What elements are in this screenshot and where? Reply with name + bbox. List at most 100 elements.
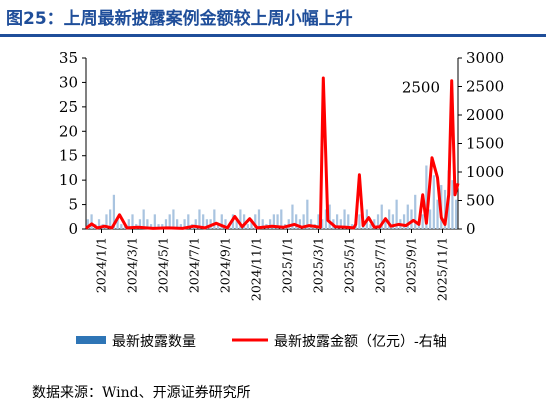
x-tick-label: 2024/9/1 [218, 237, 233, 293]
y-left-tick-label: 10 [59, 171, 78, 189]
x-tick-label: 2024/11/1 [249, 237, 264, 301]
count-bar [261, 219, 264, 229]
y-right-tick-label: 1000 [466, 163, 504, 181]
y-right-tick-label: 2500 [466, 78, 504, 96]
count-bar [384, 219, 387, 229]
count-bar [406, 204, 409, 229]
x-tick-label: 2025/1/1 [280, 237, 295, 293]
count-bar [153, 214, 156, 229]
count-bar [455, 199, 458, 229]
y-left-tick-label: 35 [59, 49, 78, 67]
legend: 最新披露数量 最新披露金额（亿元）-右轴 [76, 334, 447, 350]
tick-labels: 0 5 10 15 20 25 30 35 0 500 1000 1500 2000 2500 3000 20… [59, 49, 504, 301]
count-bar [295, 214, 298, 229]
count-bar [161, 224, 164, 229]
count-bar [246, 224, 249, 229]
annotation-2500: 2500 [402, 79, 440, 97]
count-bar [402, 214, 406, 229]
count-bar [179, 224, 182, 229]
count-bar [428, 209, 432, 229]
x-tick-label: 2024/1/1 [94, 237, 109, 293]
count-bar [369, 224, 372, 229]
amount-line [85, 76, 460, 230]
figure-title: 图25：上周最新披露案例金额较上周小幅上升 [6, 9, 353, 29]
count-bar [388, 209, 391, 229]
count-bar [287, 219, 290, 229]
legend-label-amount: 最新披露金额（亿元）-右轴 [274, 334, 447, 350]
y-right-tick-label: 3000 [466, 49, 504, 67]
count-bar [324, 209, 328, 229]
legend-swatch-count [76, 336, 106, 344]
count-bar [257, 209, 261, 229]
count-bar [391, 214, 395, 229]
legend-label-count: 最新披露数量 [112, 334, 196, 350]
y-right-tick-label: 1500 [466, 135, 504, 153]
count-bar [235, 219, 238, 229]
count-bar [198, 209, 201, 229]
count-bar [220, 214, 223, 229]
count-bar [298, 219, 302, 229]
y-left-tick-label: 30 [59, 73, 78, 91]
count-bar [269, 219, 272, 229]
count-bar [157, 224, 160, 229]
count-bar [373, 219, 376, 229]
count-bar [105, 214, 108, 229]
count-bar [432, 175, 435, 229]
line-series [85, 76, 460, 230]
count-bar [127, 219, 130, 229]
y-left-tick-label: 0 [68, 220, 78, 238]
count-bar [395, 199, 398, 229]
count-bar [120, 224, 123, 229]
count-bar [194, 219, 197, 229]
count-bar [242, 214, 246, 229]
count-bar [302, 214, 305, 229]
count-bar [86, 219, 89, 229]
y-right-tick-label: 500 [466, 192, 495, 210]
count-bar [138, 219, 142, 229]
count-bar [146, 219, 149, 229]
y-right-tick-label: 2000 [466, 106, 504, 124]
x-tick-label: 2024/3/1 [125, 237, 140, 293]
count-bar [321, 219, 324, 229]
x-tick-label: 2025/9/1 [404, 237, 419, 293]
source-note: 数据来源：Wind、开源证券研究所 [32, 385, 251, 401]
count-bar [112, 194, 116, 229]
count-bar [90, 214, 93, 229]
count-bar [425, 165, 428, 229]
count-bar [309, 219, 313, 229]
count-bar [358, 214, 361, 229]
count-bar [410, 209, 413, 229]
y-left-tick-label: 5 [68, 196, 78, 214]
count-bar [280, 209, 283, 229]
count-bar [172, 209, 175, 229]
title-underline [0, 34, 546, 37]
count-bar [335, 214, 339, 229]
count-bar [97, 219, 101, 229]
count-bar [205, 219, 209, 229]
count-bar [168, 214, 171, 229]
count-bar [317, 214, 320, 229]
count-bar [142, 209, 145, 229]
count-bar [187, 214, 190, 229]
count-bar [328, 204, 331, 229]
count-bar [380, 204, 383, 229]
count-bar [213, 209, 216, 229]
count-bar [149, 224, 153, 229]
count-bar [250, 219, 253, 229]
count-bar [109, 209, 112, 229]
x-tick-label: 2025/11/1 [435, 237, 450, 301]
y-left-tick-label: 15 [59, 147, 78, 165]
count-bar [291, 204, 294, 229]
count-bar [421, 214, 424, 229]
count-bar [239, 209, 242, 229]
count-bar [451, 180, 454, 229]
x-tick-label: 2025/3/1 [311, 237, 326, 293]
count-bar [343, 209, 346, 229]
count-bar [164, 219, 168, 229]
count-bar [306, 199, 309, 229]
y-right-tick-label: 0 [466, 220, 476, 238]
x-tick-label: 2024/5/1 [156, 237, 171, 293]
count-bar [224, 219, 227, 229]
y-left-tick-label: 20 [59, 122, 78, 140]
count-bar [272, 214, 275, 229]
